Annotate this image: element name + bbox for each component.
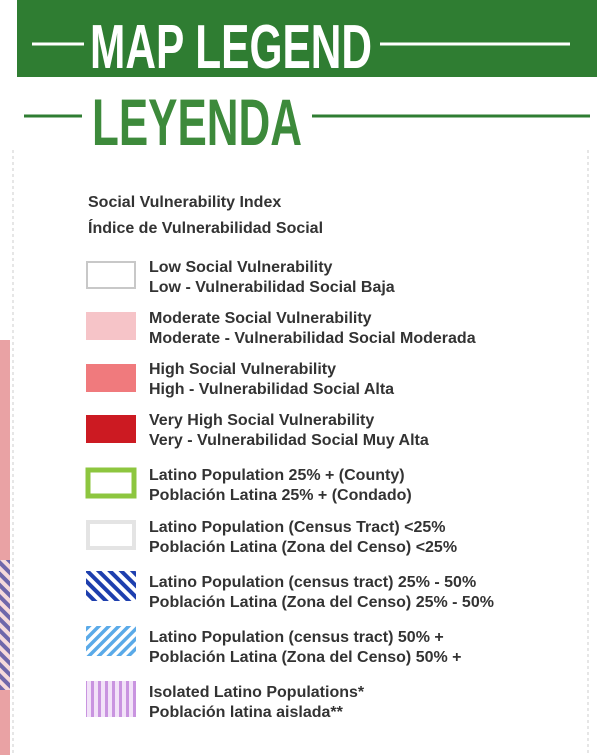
legend-label: Low Social Vulnerability (149, 259, 333, 276)
legend-sublabel: Moderate - Vulnerabilidad Social Moderad… (149, 330, 476, 347)
legend-sublabel: Very - Vulnerabilidad Social Muy Alta (149, 432, 429, 449)
legend-label: Latino Population (census tract) 25% - 5… (149, 574, 476, 591)
section-title: Social Vulnerability Index (88, 194, 281, 211)
swatch (86, 364, 136, 392)
swatch (86, 626, 136, 656)
header-title: MAP LEGEND (90, 13, 372, 82)
legend-label: Latino Population 25% + (County) (149, 467, 405, 484)
legend-label: Very High Social Vulnerability (149, 412, 374, 429)
legend-label: Isolated Latino Populations* (149, 684, 365, 701)
legend-items: Low Social Vulnerability Low - Vulnerabil… (149, 259, 494, 721)
legend-sublabel: Población Latina 25% + (Condado) (149, 487, 412, 504)
swatches (85, 261, 137, 717)
header-band (17, 0, 597, 77)
map-edge (0, 340, 10, 755)
legend-sublabel: Población latina aislada** (149, 704, 344, 721)
legend-sublabel: Población Latina (Zona del Censo) 25% - … (149, 594, 494, 611)
swatch (86, 571, 136, 601)
legend-sublabel: Low - Vulnerabilidad Social Baja (149, 279, 395, 296)
legend-sublabel: Población Latina (Zona del Censo) <25% (149, 539, 457, 556)
swatch (86, 681, 136, 717)
section-subtitle: Índice de Vulnerabilidad Social (88, 218, 323, 237)
swatch (86, 415, 136, 443)
legend-sublabel: Población Latina (Zona del Censo) 50% + (149, 649, 462, 666)
swatch (85, 467, 137, 499)
swatch (86, 312, 136, 340)
swatch (86, 261, 136, 289)
legend-label: Latino Population (Census Tract) <25% (149, 519, 446, 536)
legend-label: High Social Vulnerability (149, 361, 336, 378)
swatch (86, 520, 136, 550)
legend-label: Latino Population (census tract) 50% + (149, 629, 444, 646)
legend-label: Moderate Social Vulnerability (149, 310, 372, 327)
header-subtitle: LEYENDA (92, 85, 302, 159)
map-edge-pattern (0, 560, 10, 690)
legend-sublabel: High - Vulnerabilidad Social Alta (149, 381, 394, 398)
